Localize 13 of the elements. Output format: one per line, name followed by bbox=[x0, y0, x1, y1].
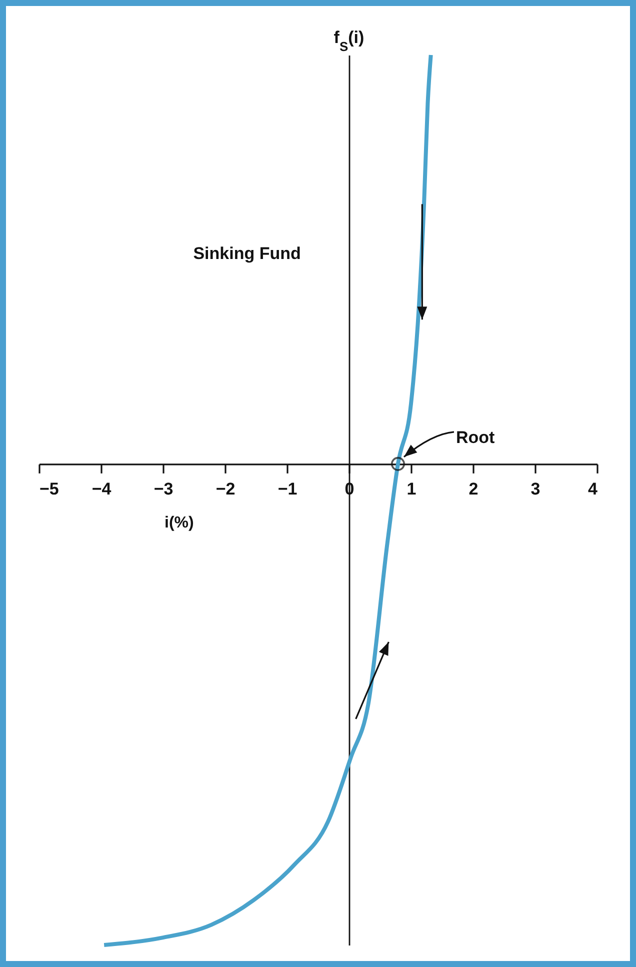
x-tick-label: −4 bbox=[92, 479, 112, 498]
x-tick-label: 4 bbox=[588, 479, 598, 498]
x-tick-label: −1 bbox=[278, 479, 298, 498]
x-axis-title: i(%) bbox=[164, 514, 194, 532]
x-tick-label: −3 bbox=[154, 479, 174, 498]
text: Sinking Fund bbox=[193, 244, 301, 263]
x-tick-label: −5 bbox=[40, 479, 59, 498]
x-tick-label: 1 bbox=[406, 479, 416, 498]
x-tick-label: 3 bbox=[530, 479, 540, 498]
x-tick-label: 2 bbox=[468, 479, 478, 498]
x-tick-label: −2 bbox=[216, 479, 236, 498]
annotation: Root bbox=[456, 428, 496, 447]
y-axis-title: f$_{S}$(i) bbox=[334, 28, 364, 54]
